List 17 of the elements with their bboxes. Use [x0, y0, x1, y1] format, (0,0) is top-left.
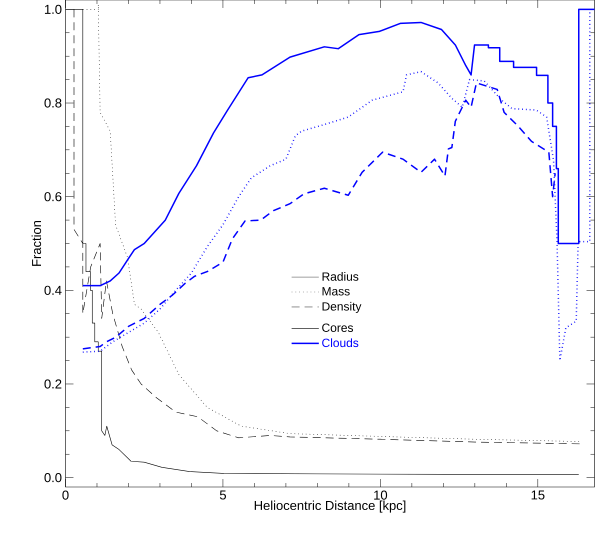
y-tick-label: 0.8 [44, 98, 62, 108]
annotation: Mass [322, 287, 350, 296]
y-tick-label: 0.4 [44, 286, 62, 295]
x-tick-label: 5 [220, 490, 226, 500]
annotation: Density [322, 302, 362, 314]
y-tick-label: 1.0 [44, 4, 62, 14]
y-tick-label: 0.2 [44, 379, 62, 389]
annotation: Radius [322, 272, 358, 281]
x-tick-label: 15 [532, 490, 544, 500]
y-axis-title: Fraction [32, 220, 42, 266]
y-tick-label: 0.0 [44, 473, 62, 482]
annotation: Clouds [322, 338, 358, 348]
y-tick-label: 0.6 [44, 192, 62, 202]
x-tick-label: 0 [62, 490, 69, 500]
x-tick-label: 10 [374, 490, 388, 500]
annotation: Cores [322, 323, 354, 332]
x-axis-title: Heliocentric Distance [kpc] [254, 500, 406, 513]
